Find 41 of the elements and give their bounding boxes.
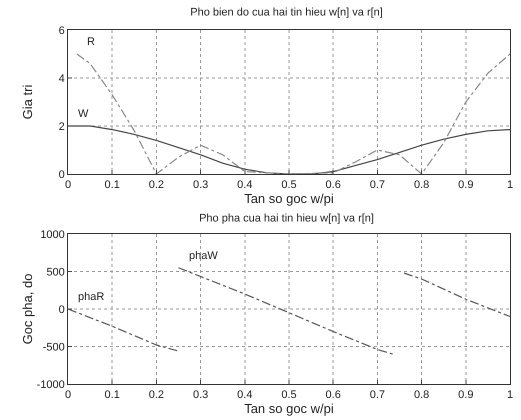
y-axis-title: Gia tri bbox=[20, 84, 35, 120]
x-tick-label: 1 bbox=[506, 179, 514, 192]
chart-title: Pho pha cua hai tin hieu w[n] va r[n] bbox=[199, 212, 374, 225]
line-series bbox=[76, 53, 510, 174]
y-tick-label: 4 bbox=[58, 72, 65, 85]
x-tick-label: 0.9 bbox=[458, 179, 474, 192]
x-tick-label: 0.3 bbox=[192, 389, 208, 402]
y-tick-label: 0 bbox=[58, 168, 65, 181]
x-tick-label: 0.2 bbox=[148, 389, 164, 402]
chart-title: Pho bien do cua hai tin hieu w[n] va r[n] bbox=[190, 6, 383, 19]
x-tick-label: 0.5 bbox=[281, 389, 297, 402]
x-tick-label: 0.1 bbox=[104, 389, 120, 402]
y-tick-label: 2 bbox=[58, 120, 65, 133]
series-label: phaR bbox=[78, 291, 104, 303]
x-tick-label: 0.5 bbox=[281, 179, 297, 192]
y-tick-label: 500 bbox=[46, 266, 65, 278]
x-tick-label: 0.4 bbox=[237, 389, 252, 402]
x-tick-label: 0.6 bbox=[326, 389, 341, 402]
x-axis-title: Tan so goc w/pi bbox=[244, 191, 334, 206]
series-label: phaW bbox=[189, 250, 218, 262]
x-tick-label: 1 bbox=[506, 389, 514, 402]
x-tick-label: 0.1 bbox=[104, 179, 120, 192]
x-tick-label: 0.8 bbox=[414, 389, 430, 402]
series-label: R bbox=[87, 36, 95, 48]
x-tick-label: 0.9 bbox=[458, 389, 474, 402]
y-tick-label: 0 bbox=[58, 304, 65, 316]
x-tick-label: 0.2 bbox=[148, 179, 164, 192]
y-tick-label: -1000 bbox=[36, 378, 65, 391]
x-axis-title: Tan so goc w/pi bbox=[244, 401, 334, 416]
x-tick-label: 0.6 bbox=[326, 179, 341, 192]
y-tick-label: 1000 bbox=[40, 228, 65, 241]
y-axis-title: Goc pha, do bbox=[20, 274, 35, 344]
x-tick-label: 0.7 bbox=[370, 179, 386, 192]
x-tick-label: 0.3 bbox=[192, 179, 208, 192]
x-tick-label: 0.4 bbox=[237, 179, 252, 192]
line-series bbox=[68, 308, 180, 352]
series-label: W bbox=[78, 108, 89, 120]
x-tick-label: 0.8 bbox=[414, 179, 430, 192]
y-tick-label: 6 bbox=[58, 24, 65, 37]
x-tick-label: 0.7 bbox=[370, 389, 386, 402]
y-tick-label: -500 bbox=[42, 341, 65, 354]
